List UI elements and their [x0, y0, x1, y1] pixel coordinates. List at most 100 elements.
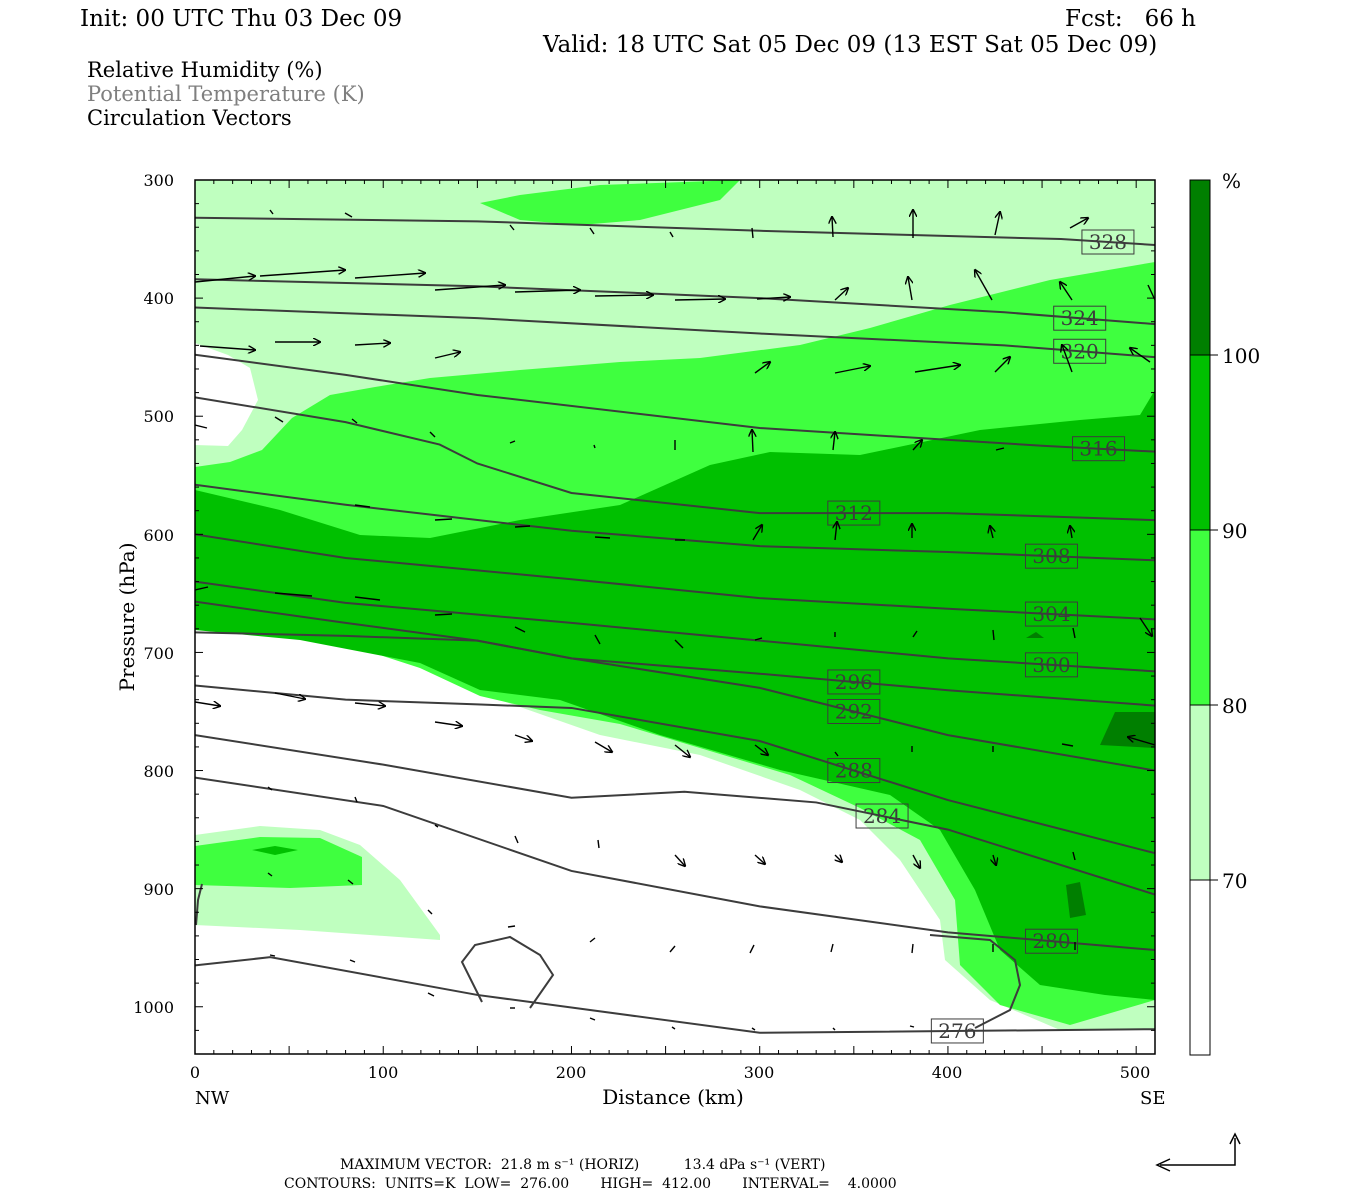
colorbar-label: 100 — [1222, 344, 1260, 368]
svg-text:300: 300 — [1032, 653, 1070, 677]
theta-contour-304 — [195, 533, 1155, 621]
theta-contour-324 — [195, 278, 1155, 326]
rh-90-100-region — [195, 390, 1155, 1000]
vector — [754, 744, 768, 755]
vector — [990, 526, 993, 539]
plot-frame — [194, 179, 1156, 1055]
vector — [754, 854, 765, 864]
vector — [830, 943, 834, 953]
contour-label-324: 324 — [1053, 305, 1107, 331]
vector — [752, 430, 753, 453]
contour-label-300: 300 — [1024, 652, 1078, 678]
vector — [195, 586, 209, 591]
svg-text:280: 280 — [1032, 929, 1070, 953]
vector — [995, 447, 1005, 451]
colorbar-segment-80-90 — [1189, 529, 1211, 706]
vector — [195, 702, 220, 706]
y-tick-label: 300 — [143, 171, 174, 190]
vector — [912, 854, 920, 868]
theta-contour-320 — [195, 306, 1155, 359]
vector — [834, 366, 870, 374]
theta-contour-308 — [195, 483, 1155, 562]
rh-over-100-patch-b — [1066, 882, 1086, 918]
contour-label-276: 276 — [930, 1018, 984, 1044]
max-vector-info: MAXIMUM VECTOR: 21.8 m s⁻¹ (HORIZ) 13.4 … — [340, 1157, 826, 1173]
vector — [434, 518, 453, 521]
colorbar-segment-above-100 — [1189, 179, 1211, 356]
vector — [674, 744, 690, 757]
vector — [594, 295, 653, 296]
x-tick-labels: 0 100 200 300 400 500 — [190, 1063, 1150, 1082]
vector — [354, 596, 381, 601]
svg-text:292: 292 — [835, 699, 873, 723]
vector — [434, 285, 505, 291]
vector — [1072, 851, 1076, 861]
svg-text:284: 284 — [863, 804, 901, 828]
legend-relative-humidity: Relative Humidity (%) — [87, 58, 323, 82]
vector — [914, 365, 960, 373]
contour-276-loop — [460, 935, 555, 1009]
vector — [195, 276, 255, 283]
vector — [912, 440, 922, 451]
x-tick-label: 0 — [190, 1063, 200, 1082]
theta-contour-328 — [195, 216, 1155, 246]
vector — [912, 630, 918, 638]
vector — [434, 722, 462, 726]
forecast-hour: Fcst: 66 h — [1065, 6, 1196, 32]
x-tick-label: 100 — [368, 1063, 399, 1082]
theta-contour-292 — [195, 631, 1155, 772]
theta-contour-300 — [195, 580, 1155, 673]
contour-280-hook — [929, 934, 1022, 1029]
y-tick-label: 500 — [143, 407, 174, 426]
x-tick-label: 200 — [556, 1063, 587, 1082]
y-axis-label: Pressure (hPa) — [115, 543, 139, 692]
theta-contour-312 — [195, 396, 1155, 522]
theta-contour-280 — [195, 776, 1155, 952]
init-time: Init: 00 UTC Thu 03 Dec 09 — [80, 6, 403, 32]
contour-label-288: 288 — [827, 758, 881, 784]
x-tick-label: 400 — [932, 1063, 963, 1082]
colorbar-unit: % — [1222, 169, 1241, 193]
vector — [594, 634, 601, 645]
vector — [195, 424, 208, 429]
vector — [269, 209, 274, 215]
vector — [832, 1027, 836, 1031]
vector — [993, 854, 996, 865]
rh-below-70-upper-left — [195, 343, 258, 446]
vector — [267, 786, 273, 791]
vector — [975, 270, 993, 301]
rh-over-100-patch-c — [1026, 632, 1044, 638]
vector — [434, 352, 460, 359]
rh-80-90-upper-patch — [480, 180, 740, 225]
x-endpoint-right: SE — [1140, 1088, 1165, 1109]
contour-label-304: 304 — [1024, 601, 1078, 627]
vector — [589, 937, 596, 943]
rh-80-90-lower-patch — [195, 837, 362, 888]
svg-text:304: 304 — [1032, 602, 1070, 626]
vector — [751, 1027, 756, 1031]
vector — [674, 299, 725, 300]
svg-text:312: 312 — [835, 501, 873, 525]
vector — [507, 925, 516, 928]
vector — [1060, 282, 1073, 301]
legend-circulation-vectors: Circulation Vectors — [87, 106, 292, 130]
theta-contour-loops — [195, 883, 1022, 1029]
svg-text:276: 276 — [938, 1019, 976, 1043]
vector — [589, 1017, 596, 1021]
colorbar-segment-70-80 — [1189, 704, 1211, 881]
contour-label-292: 292 — [827, 698, 881, 724]
vector — [354, 504, 371, 508]
theta-contour-288 — [195, 684, 1155, 855]
vector — [351, 418, 358, 424]
vector — [597, 839, 600, 849]
svg-text:324: 324 — [1061, 306, 1099, 330]
colorbar-label: 90 — [1222, 519, 1247, 543]
theta-contour-labels: 328 324 320 316 312 308 304 300 296 292 288 284 280 2… — [827, 229, 1135, 1044]
vector — [832, 217, 833, 238]
vector — [1147, 284, 1155, 301]
vector — [752, 525, 762, 541]
vector — [911, 943, 914, 954]
vector — [199, 345, 255, 350]
vector — [1128, 737, 1155, 746]
x-endpoint-left: NW — [195, 1088, 230, 1109]
